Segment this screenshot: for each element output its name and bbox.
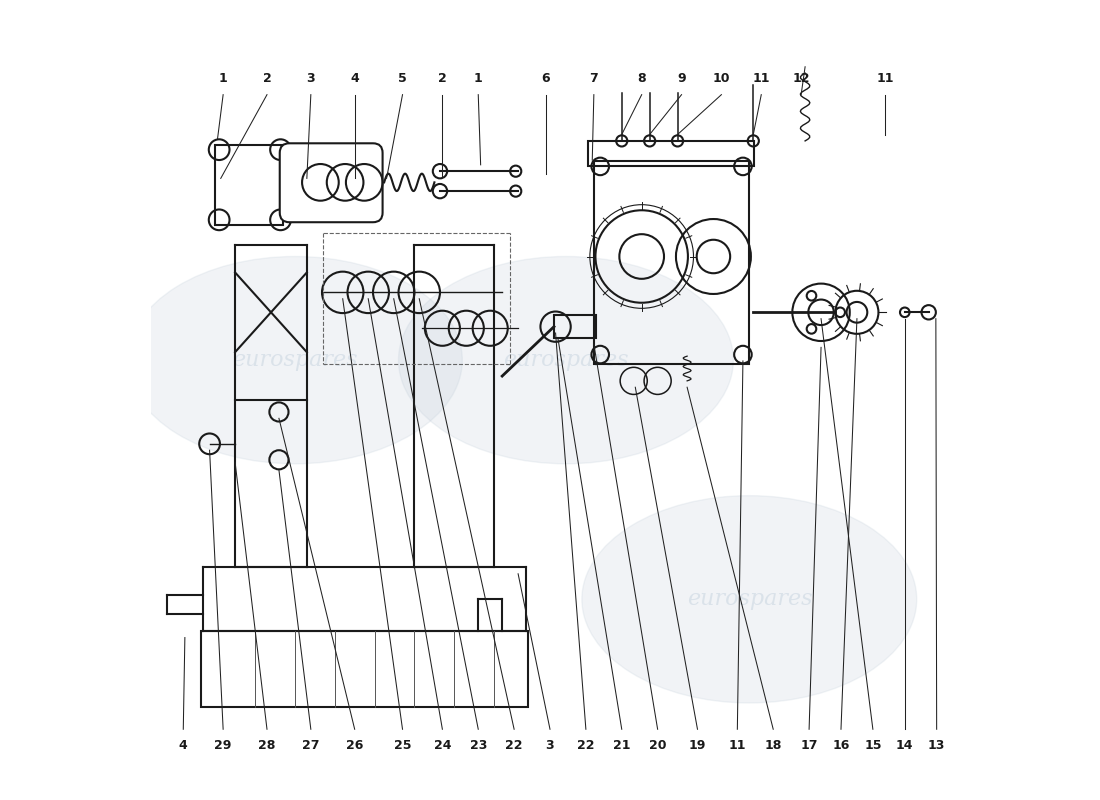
Ellipse shape — [128, 257, 462, 464]
Ellipse shape — [398, 257, 734, 464]
Text: eurospares: eurospares — [232, 349, 358, 371]
Text: 11: 11 — [728, 739, 746, 752]
Text: 20: 20 — [649, 739, 667, 752]
Text: 28: 28 — [258, 739, 276, 752]
FancyBboxPatch shape — [279, 143, 383, 222]
Text: 7: 7 — [590, 72, 598, 85]
Text: 26: 26 — [346, 739, 363, 752]
Text: 16: 16 — [833, 739, 849, 752]
Text: 25: 25 — [394, 739, 411, 752]
Text: 2: 2 — [263, 72, 272, 85]
Bar — [216, 145, 283, 225]
Text: 11: 11 — [752, 72, 770, 85]
Text: 21: 21 — [613, 739, 630, 752]
Text: 8: 8 — [637, 72, 646, 85]
Text: 9: 9 — [678, 72, 686, 85]
Text: 22: 22 — [505, 739, 522, 752]
Text: 12: 12 — [792, 72, 810, 85]
Bar — [554, 315, 596, 338]
Text: 18: 18 — [764, 739, 782, 752]
Text: 4: 4 — [350, 72, 359, 85]
Text: 4: 4 — [179, 739, 188, 752]
Text: 22: 22 — [578, 739, 595, 752]
Text: 1: 1 — [474, 72, 483, 85]
Text: 27: 27 — [302, 739, 320, 752]
Text: 23: 23 — [470, 739, 487, 752]
Bar — [594, 161, 749, 364]
Text: 24: 24 — [433, 739, 451, 752]
Text: 1: 1 — [219, 72, 228, 85]
Text: 14: 14 — [896, 739, 913, 752]
Bar — [201, 631, 528, 707]
Text: 15: 15 — [865, 739, 881, 752]
Text: eurospares: eurospares — [686, 588, 812, 610]
Text: 13: 13 — [928, 739, 945, 752]
Text: 3: 3 — [307, 72, 315, 85]
Text: 10: 10 — [713, 72, 730, 85]
Text: 5: 5 — [398, 72, 407, 85]
Text: eurospares: eurospares — [503, 349, 629, 371]
Text: 17: 17 — [801, 739, 817, 752]
Text: 3: 3 — [546, 739, 554, 752]
Bar — [588, 141, 755, 166]
Text: 29: 29 — [214, 739, 232, 752]
Text: 11: 11 — [876, 72, 893, 85]
Text: 19: 19 — [689, 739, 706, 752]
Text: 6: 6 — [541, 72, 550, 85]
Ellipse shape — [582, 496, 916, 703]
Text: 2: 2 — [438, 72, 447, 85]
